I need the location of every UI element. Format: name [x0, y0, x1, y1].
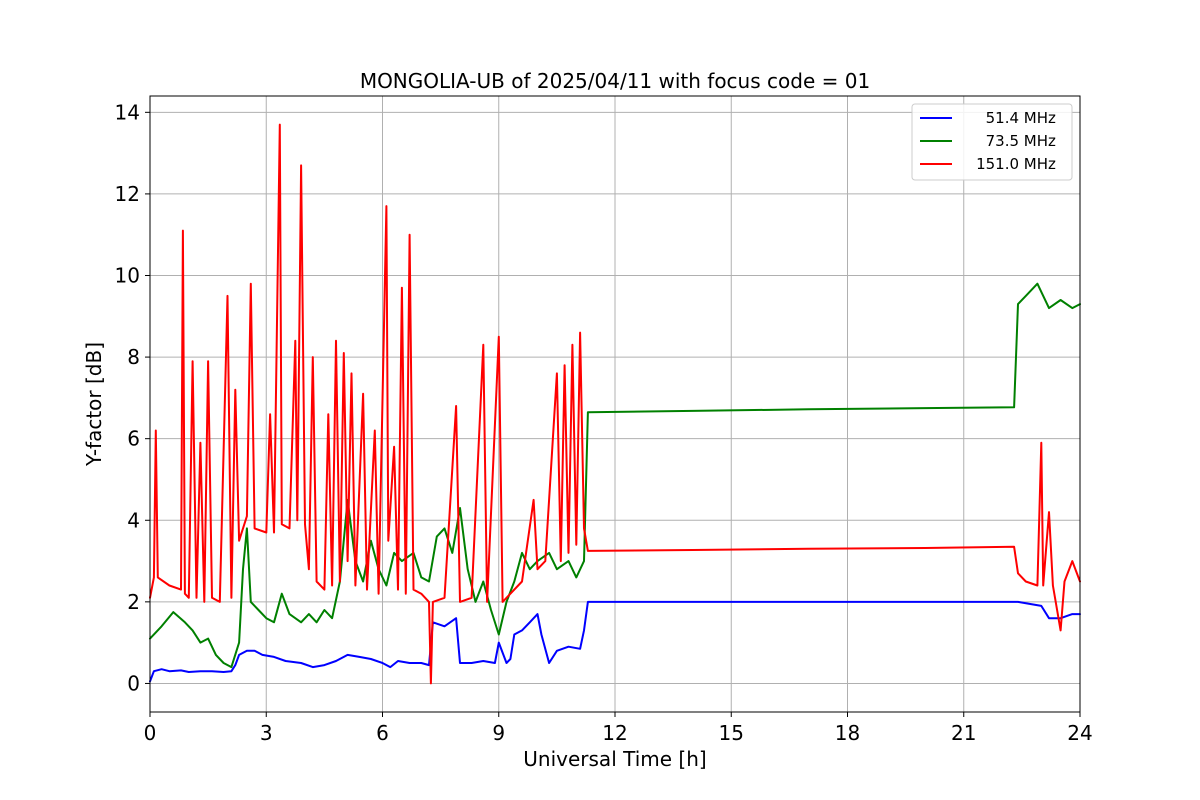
x-tick-label: 21 [951, 721, 976, 745]
y-tick-label: 14 [115, 100, 140, 124]
x-tick-label: 3 [260, 721, 273, 745]
y-tick-label: 4 [127, 508, 140, 532]
y-tick-label: 10 [115, 263, 140, 287]
legend-box [911, 103, 1073, 181]
x-tick-label: 9 [492, 721, 505, 745]
x-tick-label: 12 [602, 721, 627, 745]
legend: 51.4 MHz 73.5 MHz 151.0 MHz [911, 103, 1073, 181]
series-layer [149, 123, 1081, 685]
legend-label-1: 73.5 MHz [976, 132, 1056, 150]
chart-title: MONGOLIA-UB of 2025/04/11 with focus cod… [360, 69, 870, 93]
x-tick-label: 6 [376, 721, 389, 745]
x-tick-label: 15 [719, 721, 744, 745]
y-tick-label: 6 [127, 427, 140, 451]
legend-label-0: 51.4 MHz [976, 109, 1056, 127]
legend-entries: 51.4 MHz 73.5 MHz 151.0 MHz [920, 109, 1056, 173]
x-tick-label: 18 [835, 721, 860, 745]
legend-label-2: 151.0 MHz [976, 155, 1056, 173]
y-tick-label: 0 [127, 671, 140, 695]
x-tick-label: 24 [1067, 721, 1092, 745]
series-line-0 [149, 600, 1081, 683]
y-tick-label: 2 [127, 590, 140, 614]
y-tick-label: 8 [127, 345, 140, 369]
series-line-2 [149, 123, 1081, 685]
x-axis-label: Universal Time [h] [523, 747, 706, 771]
y-tick-label: 12 [115, 182, 140, 206]
x-tick-label: 0 [144, 721, 157, 745]
y-axis-label: Y-factor [dB] [82, 342, 106, 467]
